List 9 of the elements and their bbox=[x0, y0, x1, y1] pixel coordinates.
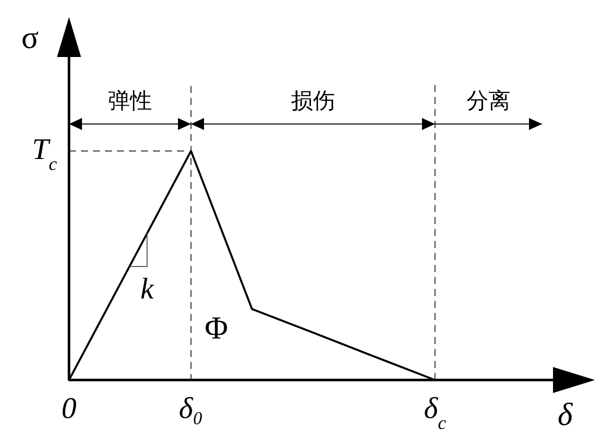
annotation: Φ bbox=[204, 309, 228, 346]
annotation: 弹性 bbox=[68, 88, 192, 130]
annotation: 损伤 bbox=[190, 88, 436, 130]
annotation: k bbox=[129, 232, 154, 306]
ref-line-label: T$_{c}$ bbox=[32, 133, 58, 174]
annotation: 分离 bbox=[434, 88, 542, 130]
ylabel: σ bbox=[21, 19, 39, 55]
annotation: k bbox=[140, 272, 154, 306]
xlabel: δ bbox=[558, 396, 572, 432]
